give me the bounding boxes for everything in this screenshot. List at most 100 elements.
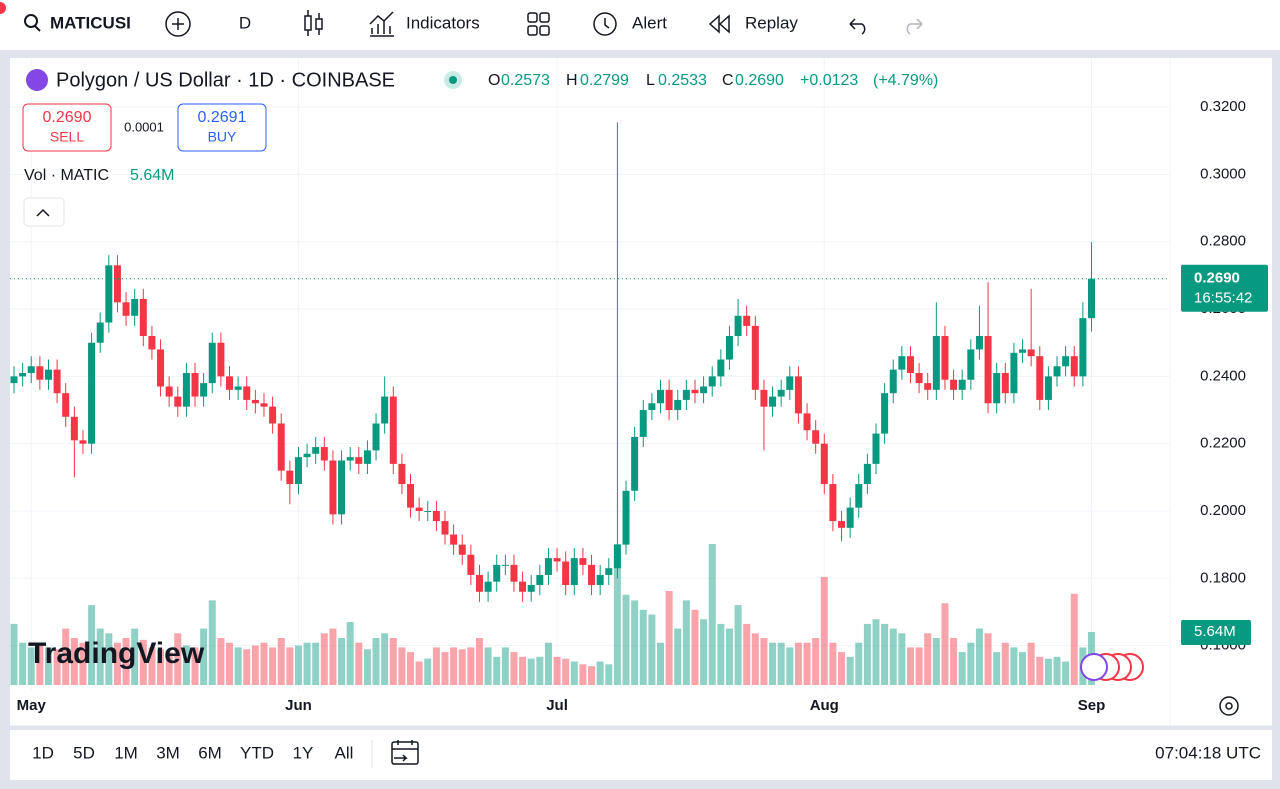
candle-body [941, 335, 949, 380]
volume-bar [519, 656, 527, 685]
volume-bar [88, 605, 96, 685]
range-button[interactable]: 3M [156, 743, 180, 762]
candle-body [200, 383, 208, 397]
candle-body [234, 386, 242, 390]
range-button[interactable]: YTD [240, 743, 274, 762]
h-value: 0.2799 [580, 72, 629, 89]
candle-body [165, 386, 173, 397]
volume-bar [794, 642, 802, 685]
undo[interactable] [849, 18, 866, 35]
interval[interactable]: D [239, 13, 251, 32]
candle-body [872, 433, 880, 464]
candle-body [846, 507, 854, 528]
candle-body [760, 389, 768, 407]
candle-body [794, 376, 802, 414]
buy-button[interactable] [177, 103, 267, 152]
candle-body [838, 521, 846, 528]
volume-bar [743, 623, 751, 685]
volume-bar [174, 633, 182, 685]
indicators-icon[interactable] [369, 11, 394, 37]
watermark: TradingView [28, 637, 205, 670]
alert[interactable]: Alert [632, 13, 667, 32]
volume-bar [846, 656, 854, 685]
volume-bar [1036, 656, 1044, 685]
volume-bar [303, 642, 311, 685]
indicators[interactable]: Indicators [406, 13, 480, 32]
volume-bar [648, 614, 656, 685]
volume-bar [863, 623, 871, 685]
buy-price: 0.2691 [198, 109, 247, 126]
search-icon[interactable] [24, 14, 41, 32]
templates-icon[interactable] [527, 12, 550, 36]
volume-bar [906, 647, 914, 685]
volume-bar [588, 666, 596, 685]
date-range-icon[interactable] [391, 740, 419, 765]
candle-body [605, 568, 613, 575]
range-button[interactable]: 1M [114, 743, 138, 762]
candle-body [484, 581, 492, 592]
y-tick-label: 0.3000 [1200, 165, 1246, 182]
candle-body [863, 463, 871, 485]
volume-bar [691, 609, 699, 685]
volume-bar [53, 649, 61, 685]
sell-button[interactable] [22, 103, 112, 152]
volume-bar [501, 647, 509, 685]
symbol[interactable]: MATICUSI [50, 13, 131, 32]
candle-body [786, 376, 794, 390]
candle-body [415, 507, 423, 511]
candle-body [260, 403, 268, 407]
volume-bar [79, 642, 87, 685]
candle-body [338, 460, 346, 515]
volume-bar [777, 642, 785, 685]
candle-body [381, 396, 389, 424]
candle-body [44, 369, 52, 380]
notice-dot [0, 2, 6, 14]
candle-body [1036, 356, 1044, 400]
volume-bar [389, 638, 397, 685]
candle-body [19, 373, 27, 377]
volume-bar [217, 638, 225, 685]
collapse-icon [36, 208, 50, 217]
range-button[interactable]: 1Y [293, 743, 314, 762]
candle-body [674, 399, 682, 411]
candle-body [79, 440, 87, 444]
volume-bar [432, 647, 440, 685]
volume-bar [70, 638, 78, 685]
volume-bar [329, 628, 337, 685]
candle-body [1088, 278, 1095, 319]
volume-bar [717, 623, 725, 685]
volume-bar [812, 638, 820, 685]
candle-body [544, 558, 552, 575]
candle-body [105, 265, 113, 323]
candle-body [700, 386, 708, 394]
replay[interactable]: Replay [745, 13, 798, 32]
candle-body [769, 396, 777, 407]
range-button[interactable]: 6M [198, 743, 222, 762]
candle-body [389, 396, 397, 464]
range-button[interactable]: All [335, 743, 354, 762]
range-button[interactable]: 1D [32, 743, 54, 762]
x-tick-label: Jul [546, 697, 568, 714]
replay-icon[interactable] [708, 14, 730, 34]
volume-bar [932, 638, 940, 685]
redo[interactable] [906, 18, 923, 35]
add-symbol[interactable] [165, 11, 191, 37]
candle-body [898, 356, 906, 370]
settings-icon[interactable] [1219, 696, 1239, 716]
candle-body [622, 490, 630, 545]
candle-body [751, 325, 759, 390]
candle-body [226, 376, 233, 390]
volume-bar [208, 600, 216, 685]
volume-bar [510, 652, 518, 685]
alert-icon[interactable] [593, 12, 617, 36]
candle-body [958, 379, 966, 390]
candle-body [932, 335, 940, 390]
candle-body [432, 510, 440, 522]
range-button[interactable]: 5D [73, 743, 95, 762]
volume-bar [105, 633, 113, 685]
candle-body [812, 430, 820, 444]
candle-body [191, 373, 199, 397]
y-tick-label: 0.2400 [1200, 367, 1246, 384]
range-buttons: 1D 5D 1M 3M 6M YTD 1Y All [32, 743, 353, 762]
chart-type-icon[interactable] [304, 10, 323, 36]
